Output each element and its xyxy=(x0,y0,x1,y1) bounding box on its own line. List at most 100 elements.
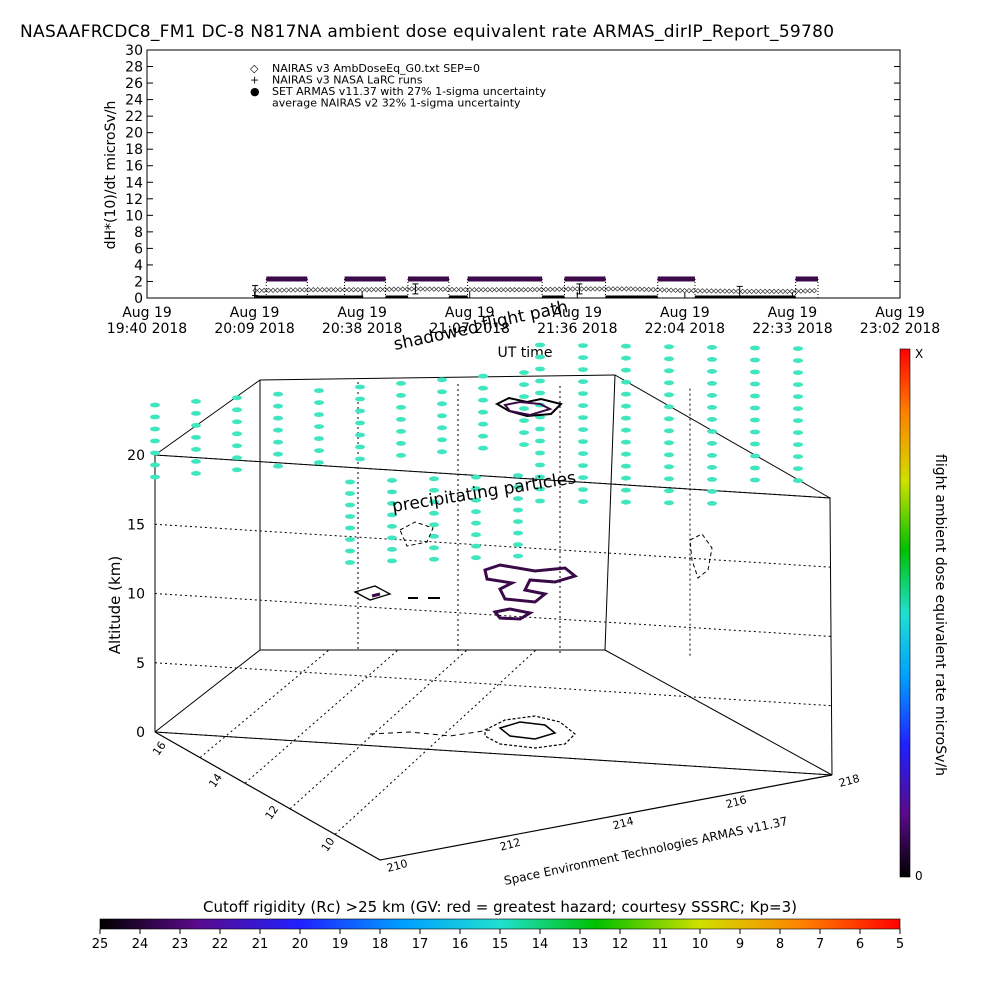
credit-annotation: Space Environment Technologies ARMAS v11… xyxy=(503,814,789,888)
rigidity-point xyxy=(535,462,545,468)
armas-segment xyxy=(407,276,449,282)
rigidity-point xyxy=(355,396,365,402)
rigidity-point xyxy=(750,405,760,411)
rigidity-point xyxy=(396,441,406,446)
rigidity-point xyxy=(191,459,201,464)
x-tick-date: Aug 19 xyxy=(122,305,172,321)
rigidity-point xyxy=(707,489,717,494)
rigidity-point xyxy=(478,433,488,439)
rigidity-point xyxy=(314,436,324,441)
rigidity-point xyxy=(535,378,545,384)
rigidity-point xyxy=(387,547,397,552)
rigidity-tick-label: 12 xyxy=(612,937,629,952)
rigidity-point xyxy=(664,428,674,434)
rigidity-point xyxy=(273,463,283,469)
rigidity-point xyxy=(429,510,439,516)
rigidity-point xyxy=(621,475,631,481)
rigidity-point xyxy=(750,369,760,375)
x-tick-time: 21:36 2018 xyxy=(537,321,617,337)
rigidity-point xyxy=(621,343,631,349)
rigidity-point xyxy=(621,439,631,445)
rigidity-point xyxy=(513,473,523,478)
rigidity-point xyxy=(535,354,545,360)
y-tick-label: 0 xyxy=(134,291,143,307)
rigidity-point xyxy=(387,558,397,564)
rigidity-point xyxy=(578,379,588,384)
rigidity-point xyxy=(535,486,545,492)
legend-entry: NAIRAS v3 AmbDoseEq_G0.txt SEP=0 xyxy=(272,62,480,75)
rigidity-point xyxy=(314,400,324,405)
rigidity-point xyxy=(750,393,760,399)
rigidity-point xyxy=(519,406,529,411)
rigidity-point xyxy=(535,498,545,504)
rigidity-point xyxy=(396,381,406,386)
rigidity-point xyxy=(664,356,674,362)
y-tick-label: 18 xyxy=(125,142,143,158)
rigidity-point xyxy=(519,430,529,435)
rigidity-tick-label: 13 xyxy=(572,937,589,952)
rigidity-tick-label: 18 xyxy=(372,937,389,952)
rigidity-point xyxy=(232,467,242,473)
rigidity-point xyxy=(707,369,717,374)
flight-track xyxy=(353,396,713,749)
rigidity-point xyxy=(191,411,201,416)
rigidity-tick-label: 24 xyxy=(132,937,149,952)
rigidity-point xyxy=(396,393,406,398)
altitude-tick-label: 5 xyxy=(136,656,145,672)
x-tick-time: 22:04 2018 xyxy=(645,321,725,337)
y-tick-label: 10 xyxy=(125,208,143,224)
rigidity-point xyxy=(429,556,439,562)
rigidity-point xyxy=(621,427,631,433)
rigidity-point xyxy=(750,429,760,435)
precipitating-annotation: precipitating particles xyxy=(391,468,578,517)
altitude-axis-label: Altitude (km) xyxy=(106,556,124,654)
rigidity-point xyxy=(519,370,529,375)
rigidity-point xyxy=(478,421,488,427)
rigidity-point xyxy=(793,406,803,411)
rigidity-point xyxy=(437,437,447,443)
y-tick-label: 4 xyxy=(134,258,143,274)
rigidity-point xyxy=(621,367,631,373)
rigidity-point xyxy=(664,380,674,386)
rigidity-tick-label: 15 xyxy=(492,937,509,952)
legend-entry: average NAIRAS v2 32% 1-sigma uncertaint… xyxy=(272,97,521,110)
rigidity-point xyxy=(387,512,397,518)
dose-colorbar-max: X xyxy=(915,347,923,361)
y-tick-label: 26 xyxy=(125,76,143,92)
rigidity-tick-label: 17 xyxy=(412,937,429,952)
rigidity-point xyxy=(750,381,760,387)
rigidity-point xyxy=(513,484,523,490)
rigidity-point xyxy=(793,358,803,363)
rigidity-point xyxy=(578,415,588,420)
rigidity-point xyxy=(355,432,365,438)
rigidity-point xyxy=(519,418,529,423)
rigidity-tick-label: 9 xyxy=(736,937,744,952)
rigidity-point xyxy=(621,463,631,469)
rigidity-point xyxy=(664,500,674,506)
rigidity-point xyxy=(578,355,588,360)
rigidity-point xyxy=(621,391,631,397)
rigidity-point xyxy=(355,456,365,462)
rigidity-point xyxy=(429,522,439,528)
rigidity-tick-label: 23 xyxy=(172,937,189,952)
rigidity-point xyxy=(793,418,803,423)
rigidity-point xyxy=(191,423,201,428)
rigidity-point xyxy=(150,474,160,480)
x-tick-time: 23:02 2018 xyxy=(860,321,940,337)
rigidity-point xyxy=(345,537,355,542)
x-tick-date: Aug 19 xyxy=(552,305,602,321)
rigidity-point xyxy=(578,403,588,408)
rigidity-point xyxy=(578,475,588,480)
rigidity-point xyxy=(273,427,283,433)
rigidity-point xyxy=(314,424,324,429)
altitude-tick-label: 10 xyxy=(127,587,145,603)
rigidity-point xyxy=(535,366,545,372)
chart-title: NASAAFRCDC8_FM1 DC-8 N817NA ambient dose… xyxy=(20,22,835,42)
rigidity-point xyxy=(191,399,201,404)
y-tick-label: 28 xyxy=(125,60,143,76)
rigidity-point xyxy=(793,394,803,399)
altitude-box: 0 5 10 15 20 16 14 12 10 210 212 214 216 218 xyxy=(127,374,861,875)
rigidity-point xyxy=(387,489,397,495)
rigidity-point xyxy=(191,471,201,476)
rigidity-point xyxy=(793,370,803,375)
